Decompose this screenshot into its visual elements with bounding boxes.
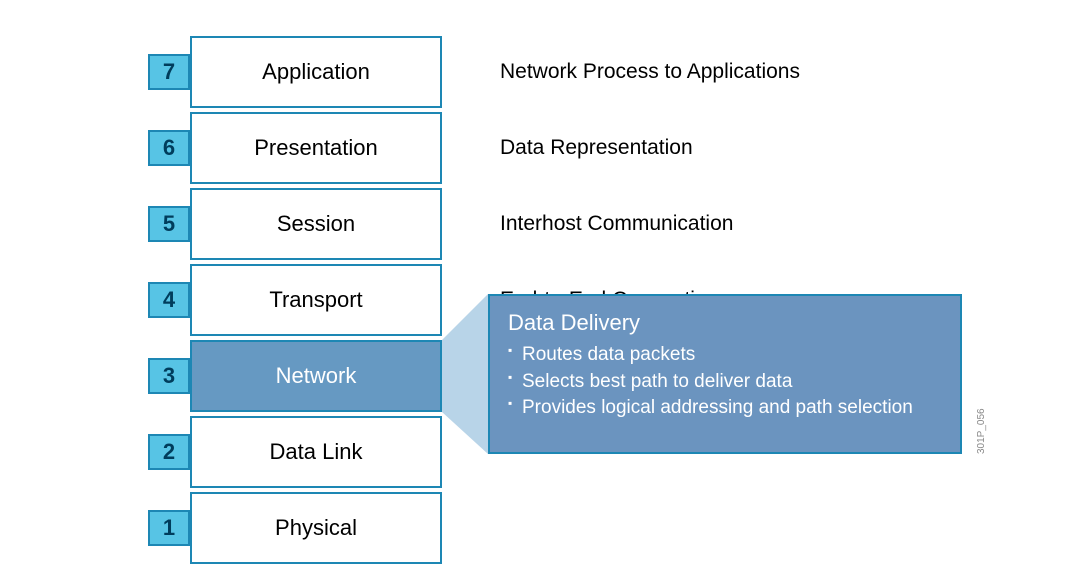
layer-stack: 7Application6Presentation5Session4Transp… bbox=[190, 36, 442, 568]
callout-item-1: Selects best path to deliver data bbox=[508, 369, 942, 396]
layer-badge-1: 1 bbox=[148, 510, 190, 546]
layer-row-3: 3Network bbox=[190, 340, 442, 412]
callout-item-2: Provides logical addressing and path sel… bbox=[508, 395, 942, 422]
layer-badge-3: 3 bbox=[148, 358, 190, 394]
layer-desc-5: Interhost Communication bbox=[500, 188, 800, 260]
layer-box-transport: Transport bbox=[190, 264, 442, 336]
layer-box-session: Session bbox=[190, 188, 442, 260]
callout-list: Routes data packetsSelects best path to … bbox=[508, 342, 942, 422]
callout-item-0: Routes data packets bbox=[508, 342, 942, 369]
layer-box-physical: Physical bbox=[190, 492, 442, 564]
layer-box-application: Application bbox=[190, 36, 442, 108]
layer-row-2: 2Data Link bbox=[190, 416, 442, 488]
layer-badge-4: 4 bbox=[148, 282, 190, 318]
layer-row-5: 5Session bbox=[190, 188, 442, 260]
layer-row-7: 7Application bbox=[190, 36, 442, 108]
network-callout: Data Delivery Routes data packetsSelects… bbox=[488, 294, 962, 454]
callout-title: Data Delivery bbox=[508, 310, 942, 336]
layer-box-presentation: Presentation bbox=[190, 112, 442, 184]
layer-box-data-link: Data Link bbox=[190, 416, 442, 488]
layer-badge-5: 5 bbox=[148, 206, 190, 242]
layer-desc-1 bbox=[500, 492, 800, 564]
connector-polygon bbox=[442, 294, 488, 454]
layer-desc-7: Network Process to Applications bbox=[500, 36, 800, 108]
layer-desc-6: Data Representation bbox=[500, 112, 800, 184]
layer-row-4: 4Transport bbox=[190, 264, 442, 336]
layer-row-6: 6Presentation bbox=[190, 112, 442, 184]
layer-badge-2: 2 bbox=[148, 434, 190, 470]
layer-badge-6: 6 bbox=[148, 130, 190, 166]
osi-diagram: 7Application6Presentation5Session4Transp… bbox=[0, 0, 1086, 577]
layer-badge-7: 7 bbox=[148, 54, 190, 90]
layer-row-1: 1Physical bbox=[190, 492, 442, 564]
side-code: 301P_056 bbox=[976, 408, 987, 454]
layer-box-network: Network bbox=[190, 340, 442, 412]
